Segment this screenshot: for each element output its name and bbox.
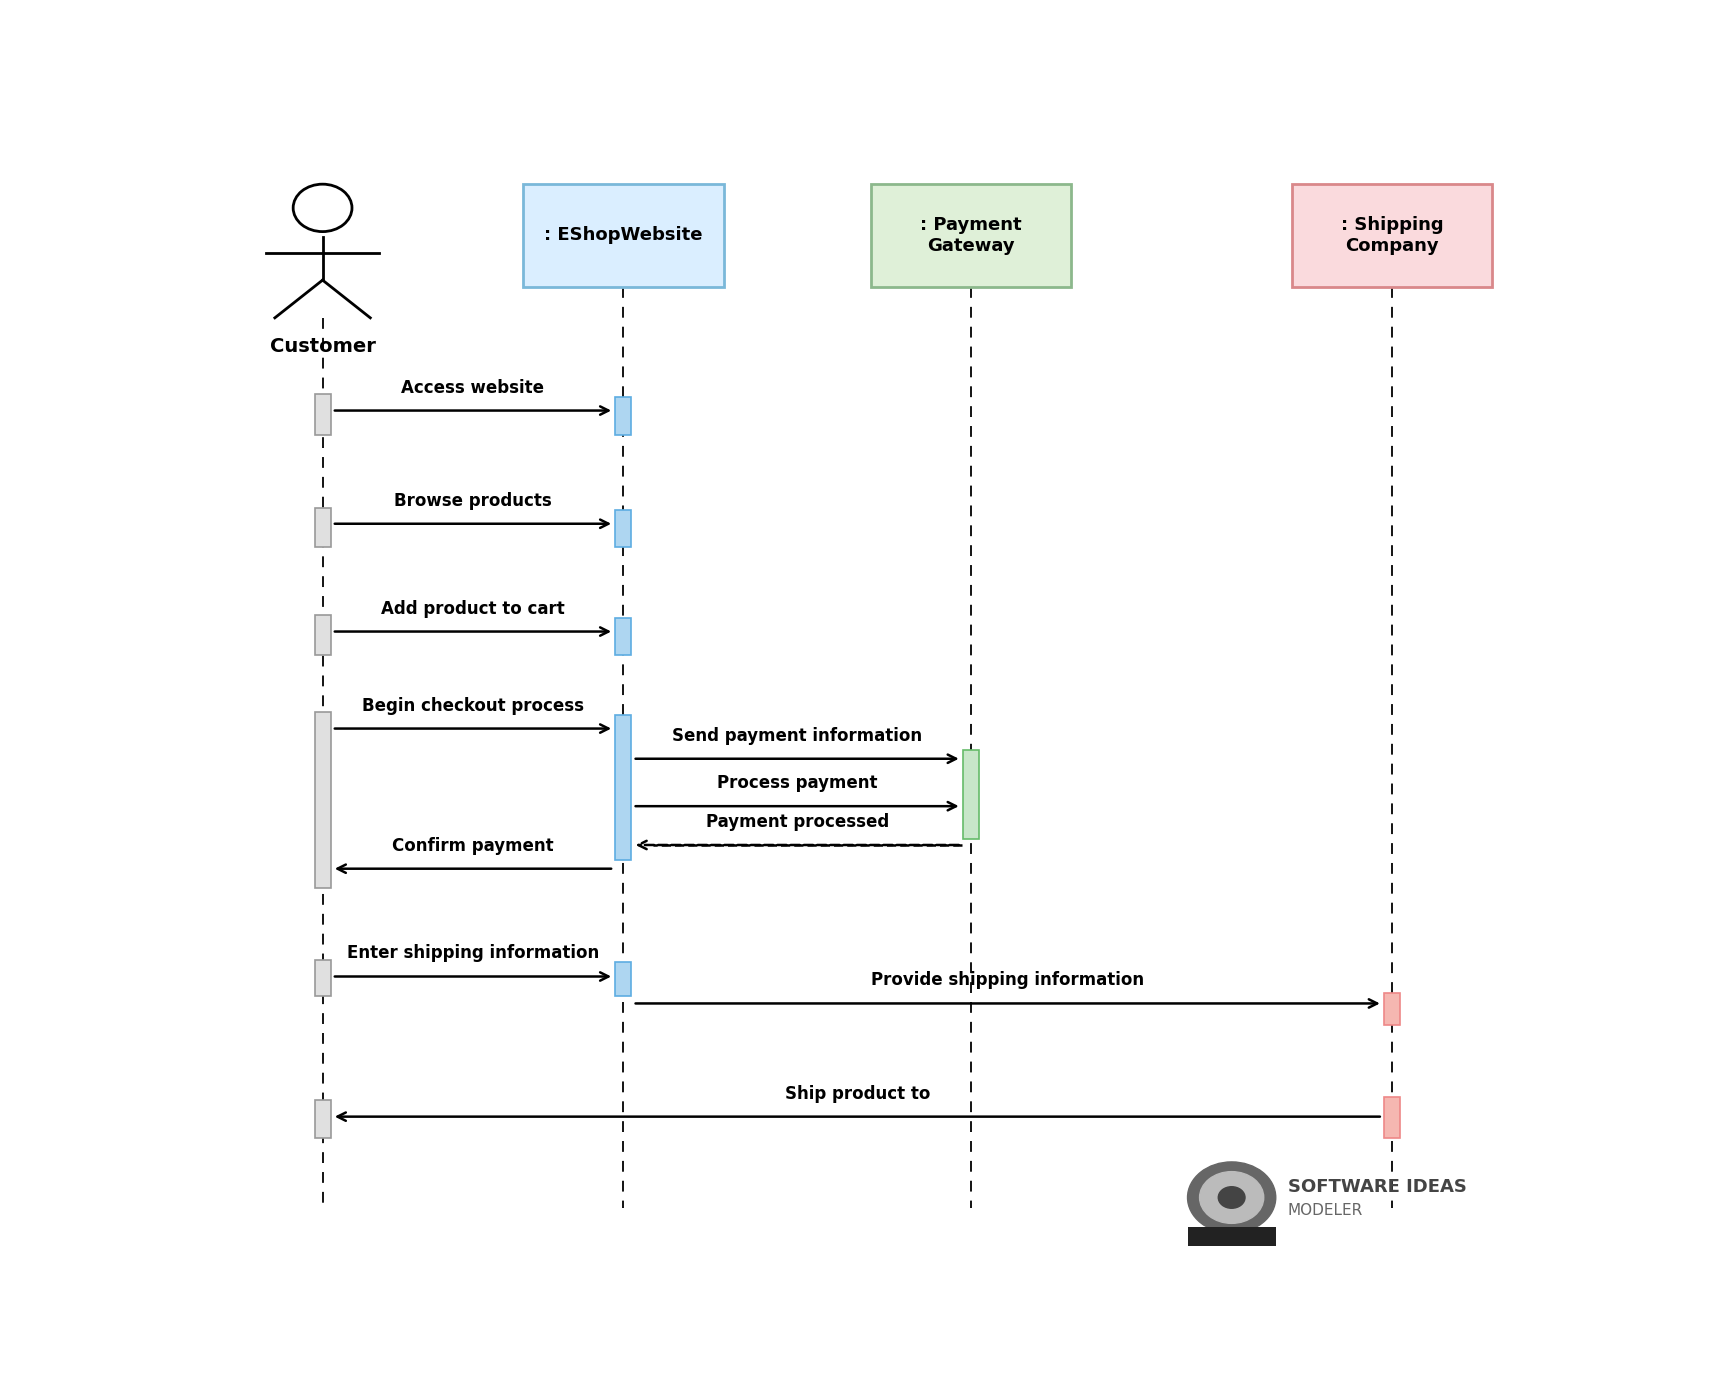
Text: Send payment information: Send payment information: [673, 727, 923, 745]
Bar: [616, 962, 631, 995]
Bar: [314, 616, 331, 655]
Circle shape: [1199, 1172, 1264, 1224]
Text: SOFTWARE IDEAS: SOFTWARE IDEAS: [1289, 1177, 1466, 1196]
Bar: [1292, 185, 1492, 287]
Bar: [314, 960, 331, 995]
Text: Provide shipping information: Provide shipping information: [871, 972, 1144, 990]
Bar: [314, 395, 331, 435]
Bar: [616, 714, 631, 860]
Bar: [314, 1100, 331, 1138]
Bar: [616, 617, 631, 655]
Text: MODELER: MODELER: [1289, 1203, 1363, 1218]
Text: Customer: Customer: [269, 337, 376, 356]
Text: Process payment: Process payment: [718, 774, 878, 792]
Text: Enter shipping information: Enter shipping information: [347, 945, 599, 962]
Text: : EShopWebsite: : EShopWebsite: [543, 227, 702, 245]
Bar: [523, 185, 724, 287]
Text: Browse products: Browse products: [393, 491, 552, 510]
Text: Access website: Access website: [402, 378, 545, 396]
Text: Payment processed: Payment processed: [706, 813, 888, 832]
Bar: [871, 185, 1071, 287]
Text: : Shipping
Company: : Shipping Company: [1340, 216, 1444, 255]
Circle shape: [1187, 1162, 1276, 1233]
Bar: [963, 750, 980, 839]
Circle shape: [1218, 1187, 1245, 1208]
Bar: [1383, 993, 1401, 1025]
Text: : Payment
Gateway: : Payment Gateway: [919, 216, 1021, 255]
Bar: [616, 396, 631, 435]
Text: Ship product to: Ship product to: [785, 1085, 930, 1103]
Bar: [616, 510, 631, 547]
Bar: [1187, 1226, 1276, 1246]
Text: Add product to cart: Add product to cart: [381, 599, 564, 617]
Text: Confirm payment: Confirm payment: [392, 837, 554, 854]
Bar: [314, 508, 331, 547]
Bar: [1383, 1098, 1401, 1138]
Bar: [314, 713, 331, 888]
Text: Begin checkout process: Begin checkout process: [362, 697, 585, 714]
